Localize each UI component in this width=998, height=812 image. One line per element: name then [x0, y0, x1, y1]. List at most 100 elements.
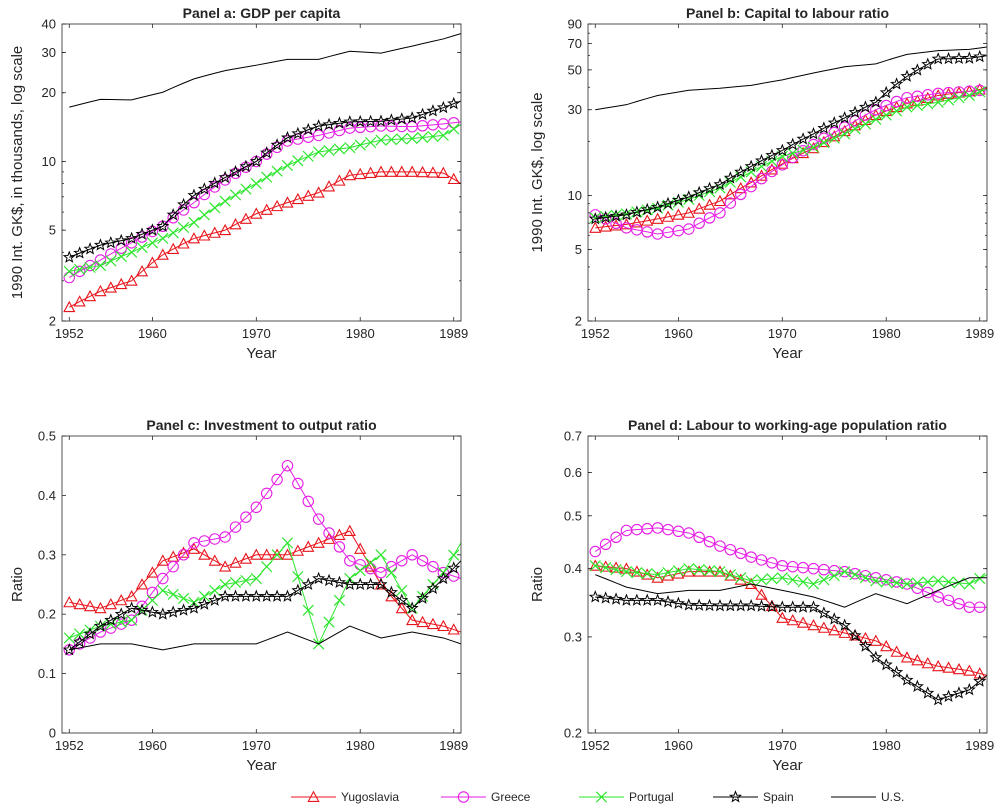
marker-yug: [755, 588, 768, 600]
marker-gre: [167, 560, 179, 573]
marker-yug: [911, 654, 924, 666]
marker-por: [157, 584, 169, 597]
marker-spa: [755, 153, 769, 167]
legend-item-por: Portugal: [579, 790, 674, 804]
marker-spa: [921, 57, 935, 70]
marker-por: [396, 133, 408, 145]
panel-title: Panel c: Investment to output ratio: [146, 417, 376, 433]
x-tick-label: 1970: [768, 738, 797, 753]
marker-spa: [692, 598, 706, 611]
marker-por: [963, 89, 975, 102]
marker-yug: [208, 226, 221, 238]
marker-spa: [280, 589, 294, 602]
marker-yug: [807, 618, 820, 631]
marker-yug: [291, 544, 304, 556]
marker-por: [828, 570, 840, 582]
marker-yug: [291, 192, 304, 205]
marker-por: [859, 118, 872, 130]
legend-label: Greece: [491, 790, 531, 804]
marker-spa: [796, 600, 810, 613]
marker-yug: [755, 169, 768, 181]
marker-por: [641, 568, 653, 580]
marker-por: [703, 565, 716, 577]
marker-gre: [589, 209, 602, 221]
marker-por: [396, 584, 408, 597]
marker-por: [375, 134, 387, 146]
marker-yug: [609, 219, 623, 231]
marker-por: [631, 567, 643, 579]
marker-yug: [63, 300, 76, 313]
marker-gre: [953, 597, 965, 610]
marker-gre: [177, 549, 190, 561]
marker-yug: [83, 289, 97, 302]
marker-spa: [280, 130, 294, 144]
series-line-gre: [69, 121, 461, 278]
marker-spa: [910, 679, 924, 693]
y-tick-label: 5: [575, 242, 582, 257]
marker-spa: [942, 689, 956, 702]
series-line-gre: [69, 464, 461, 651]
marker-spa: [426, 104, 440, 117]
marker-por: [776, 150, 788, 162]
marker-gre: [73, 265, 86, 278]
marker-por: [766, 573, 778, 585]
y-tick-label: 5: [49, 223, 56, 238]
marker-por: [302, 604, 314, 616]
marker-por: [146, 594, 159, 606]
marker-por: [177, 221, 190, 234]
marker-yug: [250, 207, 263, 219]
marker-gre: [167, 211, 179, 224]
marker-spa: [630, 593, 644, 606]
marker-por: [911, 99, 924, 112]
marker-spa: [249, 154, 263, 167]
series-line-us: [595, 574, 987, 608]
marker-spa: [630, 205, 644, 218]
chart-panel-4: Panel d: Labour to working-age populatio…: [529, 417, 994, 774]
marker-por: [167, 227, 179, 239]
marker-gre: [240, 511, 252, 523]
marker-por: [797, 576, 809, 588]
marker-spa: [734, 165, 748, 178]
marker-yug: [589, 221, 602, 233]
marker-por: [766, 155, 778, 167]
marker-yug: [932, 659, 945, 672]
marker-por: [828, 132, 840, 144]
marker-spa: [713, 177, 727, 191]
marker-spa: [187, 188, 201, 201]
marker-spa: [384, 113, 398, 126]
marker-yug: [208, 554, 221, 566]
marker-gre: [693, 531, 705, 544]
marker-yug: [229, 218, 242, 230]
marker-yug: [333, 528, 346, 540]
marker-spa: [775, 600, 789, 613]
marker-gre: [610, 531, 622, 544]
marker-spa: [322, 117, 336, 131]
marker-yug: [260, 203, 273, 215]
marker-spa: [332, 116, 346, 129]
marker-por: [209, 202, 221, 214]
marker-spa: [599, 210, 613, 224]
marker-gre: [260, 487, 273, 500]
marker-spa: [156, 219, 170, 232]
marker-yug: [776, 611, 789, 623]
marker-spa: [135, 227, 149, 240]
y-tick-label: 0.4: [564, 561, 582, 576]
marker-yug: [447, 172, 460, 185]
marker-por: [271, 165, 283, 177]
marker-por: [240, 183, 252, 195]
x-tick-label: 1952: [581, 326, 610, 341]
marker-yug: [219, 223, 232, 236]
marker-spa: [609, 592, 623, 605]
marker-por: [839, 566, 851, 578]
marker-gre: [849, 115, 861, 127]
marker-gre: [229, 167, 242, 180]
marker-spa: [921, 686, 935, 699]
marker-yug: [239, 552, 253, 564]
marker-gre: [880, 99, 892, 112]
marker-spa: [301, 577, 315, 591]
y-tick-label: 0.2: [564, 726, 582, 741]
marker-por: [448, 549, 460, 561]
marker-yug: [270, 548, 284, 560]
marker-yug: [921, 656, 934, 669]
